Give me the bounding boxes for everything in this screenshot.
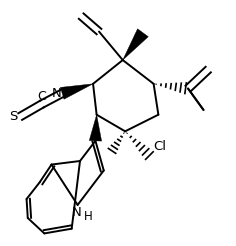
Polygon shape <box>89 115 102 141</box>
Text: C: C <box>38 90 46 103</box>
Polygon shape <box>60 84 93 99</box>
Polygon shape <box>123 29 148 60</box>
Text: H: H <box>84 210 92 223</box>
Text: Cl: Cl <box>154 140 167 153</box>
Text: N: N <box>51 87 61 100</box>
Text: N: N <box>72 206 81 219</box>
Text: S: S <box>9 110 18 123</box>
